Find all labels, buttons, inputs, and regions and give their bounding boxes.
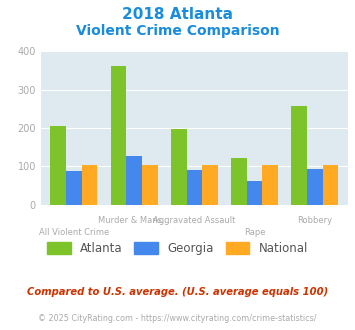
Bar xyxy=(247,181,262,205)
Bar xyxy=(186,170,202,205)
Text: All Violent Crime: All Violent Crime xyxy=(39,228,109,237)
Bar xyxy=(142,165,158,205)
Bar xyxy=(291,106,307,205)
Bar xyxy=(66,171,82,205)
Text: Compared to U.S. average. (U.S. average equals 100): Compared to U.S. average. (U.S. average … xyxy=(27,287,328,297)
Bar xyxy=(323,165,338,205)
Bar xyxy=(82,165,97,205)
Text: Murder & Mans...: Murder & Mans... xyxy=(98,216,170,225)
Bar xyxy=(111,67,126,205)
Bar xyxy=(171,129,186,205)
Text: © 2025 CityRating.com - https://www.cityrating.com/crime-statistics/: © 2025 CityRating.com - https://www.city… xyxy=(38,314,317,323)
Bar xyxy=(262,165,278,205)
Text: Aggravated Assault: Aggravated Assault xyxy=(153,216,236,225)
Bar xyxy=(126,156,142,205)
Text: 2018 Atlanta: 2018 Atlanta xyxy=(122,7,233,22)
Bar xyxy=(50,126,66,205)
Text: Rape: Rape xyxy=(244,228,265,237)
Bar xyxy=(307,169,323,205)
Bar xyxy=(231,158,247,205)
Text: Violent Crime Comparison: Violent Crime Comparison xyxy=(76,24,279,38)
Bar xyxy=(202,165,218,205)
Legend: Atlanta, Georgia, National: Atlanta, Georgia, National xyxy=(42,237,313,260)
Text: Robbery: Robbery xyxy=(297,216,332,225)
